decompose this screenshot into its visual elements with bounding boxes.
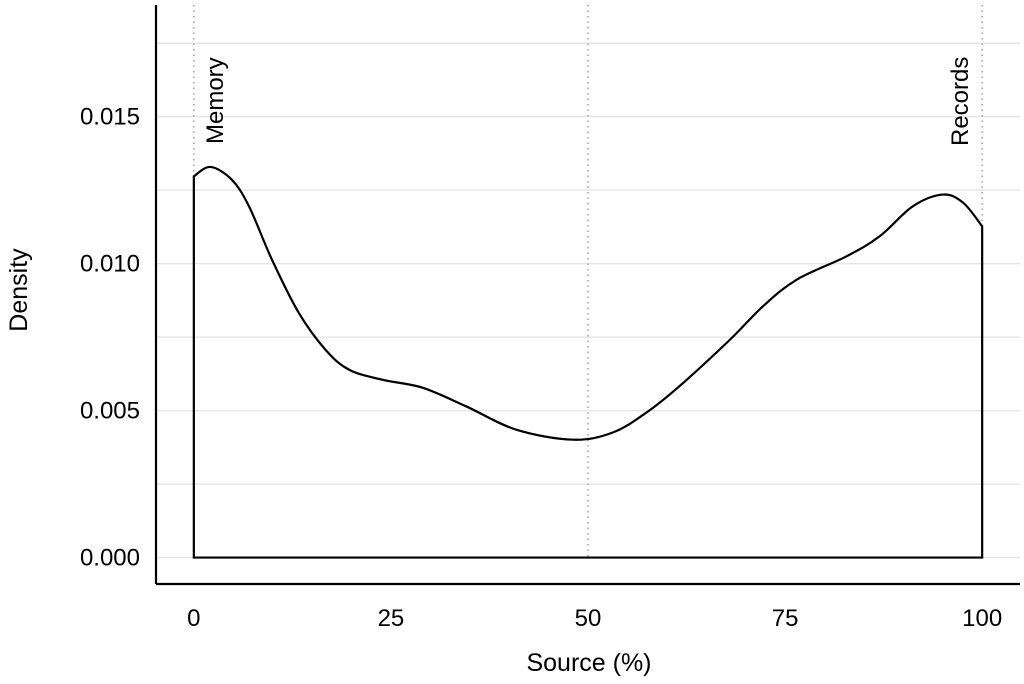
gridlines	[156, 42, 1020, 559]
density-curve	[192, 165, 984, 559]
x-tick-label: 100	[962, 605, 1002, 632]
annotations: Memory Records	[202, 57, 974, 146]
y-tick-label: 0.005	[80, 398, 140, 425]
x-tick-label: 75	[772, 605, 799, 632]
reference-lines	[193, 5, 983, 558]
annotation-label: Memory	[202, 57, 229, 144]
x-tick-label: 25	[378, 605, 405, 632]
x-tick-label: 50	[575, 605, 602, 632]
y-axis-title: Density	[5, 248, 33, 332]
annotation-label: Records	[947, 57, 974, 146]
y-tick-label: 0.000	[80, 545, 140, 572]
x-tick-labels: 0 25 50 75 100	[187, 605, 1002, 632]
y-tick-label: 0.010	[80, 251, 140, 278]
x-axis-title: Source (%)	[526, 649, 651, 677]
y-tick-labels: 0.000 0.005 0.010 0.015	[80, 104, 140, 572]
x-tick-label: 0	[187, 605, 200, 632]
y-tick-label: 0.015	[80, 104, 140, 131]
